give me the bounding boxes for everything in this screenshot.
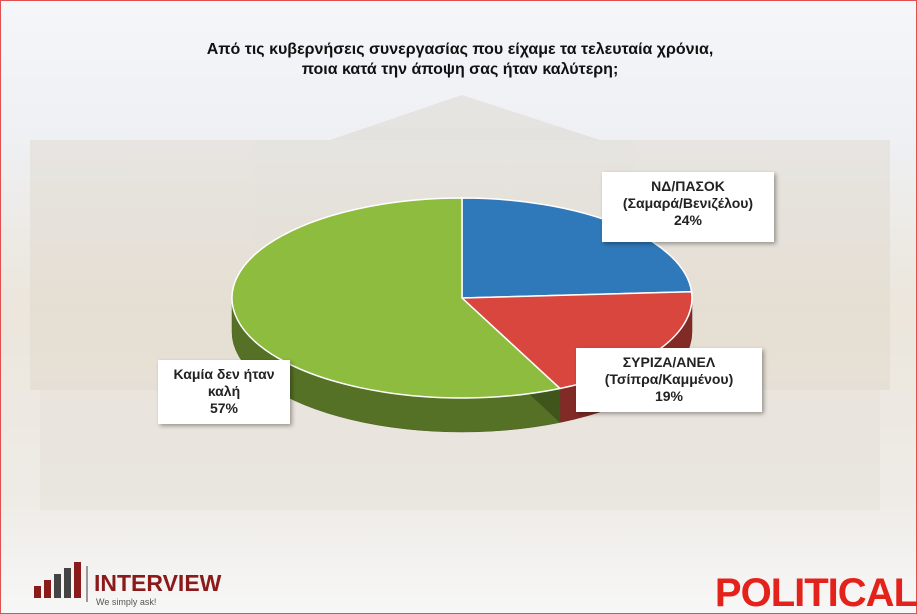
interview-logo: INTERVIEW We simply ask!	[34, 562, 222, 607]
partner-logo: POLITICAL	[715, 571, 917, 614]
category-label: ΝΔ/ΠΑΣΟΚ	[651, 178, 725, 194]
category-label: καλή	[208, 383, 240, 399]
slice-top	[231, 197, 562, 399]
value-label: 19%	[655, 388, 684, 404]
category-label: Καμία δεν ήταν	[174, 366, 275, 382]
category-label: ΣΥΡΙΖΑ/ΑΝΕΛ	[623, 354, 716, 370]
label-box	[602, 172, 774, 242]
value-label: 57%	[210, 400, 239, 416]
company-name: INTERVIEW	[94, 570, 222, 596]
category-label: (Σαμαρά/Βενιζέλου)	[623, 195, 753, 211]
pie-slice	[231, 197, 562, 433]
label-box	[576, 348, 762, 412]
category-label: (Τσίπρα/Καμμένου)	[605, 371, 734, 387]
tagline: We simply ask!	[96, 597, 156, 607]
label-box	[158, 360, 290, 424]
value-label: 24%	[674, 212, 703, 228]
chart-title: Από τις κυβερνήσεις συνεργασίας που είχα…	[206, 41, 714, 78]
